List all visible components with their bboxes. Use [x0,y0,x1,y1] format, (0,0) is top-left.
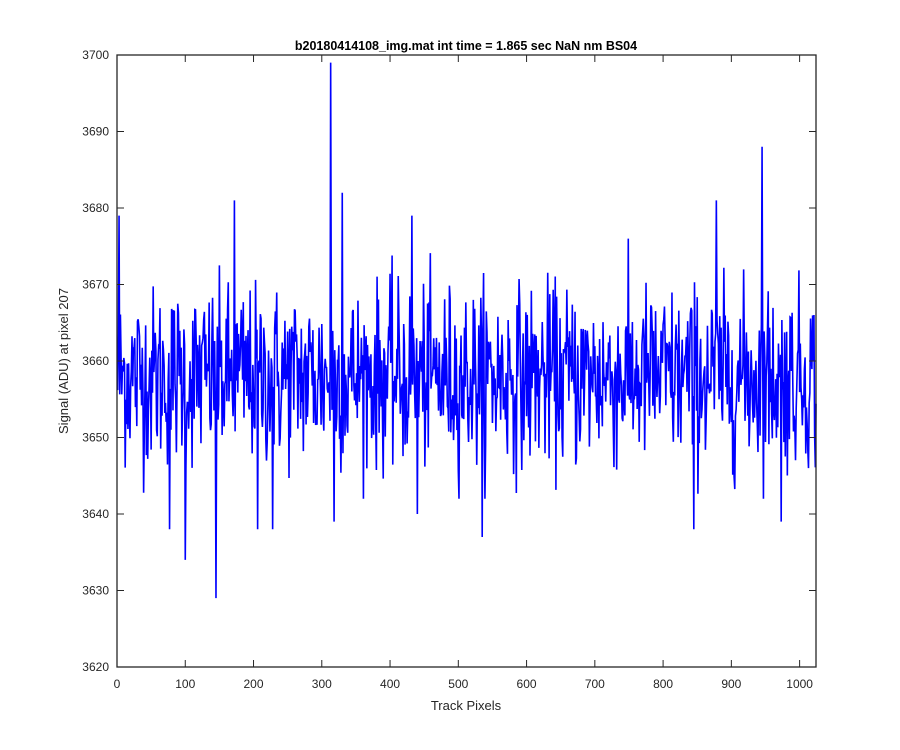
y-tick-label: 3620 [82,660,109,674]
y-tick-label: 3670 [82,278,109,292]
y-tick-label: 3690 [82,125,109,139]
x-tick-label: 100 [175,677,195,691]
x-tick-label: 0 [114,677,121,691]
x-tick-label: 700 [585,677,605,691]
x-tick-label: 1000 [786,677,813,691]
x-tick-label: 400 [380,677,400,691]
y-tick-label: 3660 [82,354,109,368]
x-tick-label: 900 [721,677,741,691]
plot-area [116,62,817,599]
y-tick-label: 3650 [82,431,109,445]
y-tick-label: 3640 [82,507,109,521]
x-tick-label: 200 [244,677,264,691]
y-axis-title: Signal (ADU) at pixel 207 [56,288,71,434]
data-series-line [116,62,817,599]
y-tick-label: 3700 [82,48,109,62]
y-tick-label: 3680 [82,201,109,215]
x-axis-title: Track Pixels [431,698,502,713]
chart-title: b20180414108_img.mat int time = 1.865 se… [295,39,637,53]
x-tick-label: 500 [448,677,468,691]
y-tick-label: 3630 [82,584,109,598]
x-tick-label: 800 [653,677,673,691]
axes: 0 100 200 300 400 500 600 700 800 900 1000 3620 3630… [82,48,817,691]
x-tick-label: 300 [312,677,332,691]
x-tick-label: 600 [517,677,537,691]
